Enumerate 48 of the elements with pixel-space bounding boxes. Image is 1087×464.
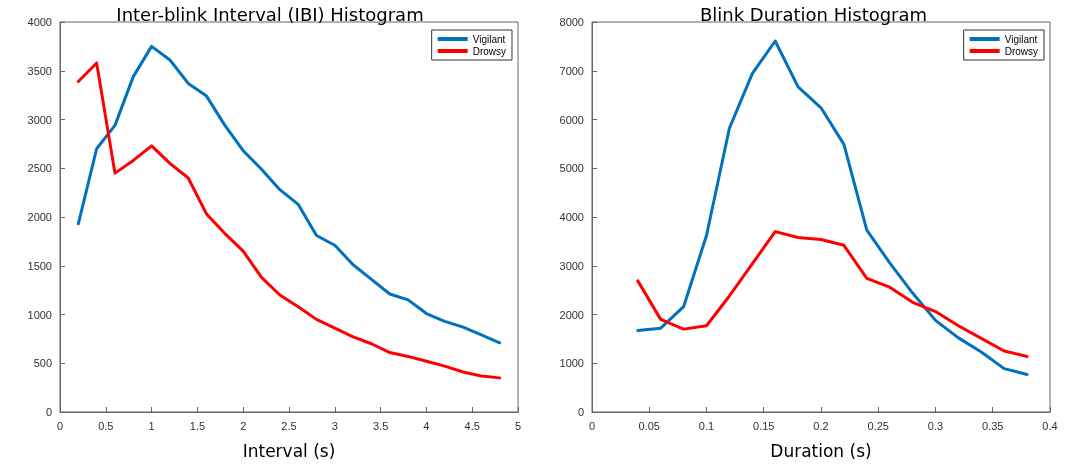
y-tick-label: 1000 (559, 357, 584, 370)
x-tick-label: 4 (423, 419, 430, 432)
x-tick-label: 0.05 (638, 419, 660, 432)
y-tick-label: 6000 (559, 113, 584, 126)
x-tick-label: 0.2 (813, 419, 829, 432)
legend-label: Drowsy (1004, 45, 1039, 57)
x-tick-label: 0.35 (982, 419, 1004, 432)
legend-label: Drowsy (472, 45, 507, 57)
x-tick-label: 1.5 (189, 419, 206, 432)
y-tick-label: 2000 (559, 308, 584, 321)
y-tick-label: 2500 (27, 162, 52, 175)
y-tick-label: 2000 (27, 211, 52, 223)
x-tick-label: 0 (56, 419, 64, 432)
y-tick-label: 4000 (27, 16, 52, 28)
x-tick-label: 0.25 (867, 419, 889, 432)
x-tick-label: 2.5 (281, 419, 297, 432)
y-tick-label: 3000 (559, 259, 584, 272)
x-tick-label: 2 (240, 419, 247, 432)
x-tick-label: 5 (514, 419, 522, 432)
x-tick-label: 0.5 (98, 419, 114, 432)
y-tick-label: 3000 (27, 113, 52, 126)
y-tick-label: 1500 (27, 259, 52, 272)
legend-label: Vigilant (1004, 33, 1038, 45)
chart-title: Blink Duration Histogram (699, 3, 928, 25)
y-tick-label: 0 (45, 406, 52, 418)
line-series (636, 230, 1029, 358)
y-tick-label: 5000 (559, 162, 584, 175)
x-tick-label: 1 (148, 419, 155, 432)
y-tick-label: 4000 (559, 211, 584, 223)
x-tick-label: 3.5 (372, 419, 389, 432)
x-tick-label: 0.4 (1042, 419, 1058, 432)
x-tick-label: 0 (588, 419, 596, 432)
x-tick-label: 0.15 (753, 419, 775, 432)
line-series (76, 61, 502, 380)
y-tick-label: 3500 (27, 64, 52, 77)
y-tick-label: 0 (577, 406, 584, 418)
y-tick-label: 7000 (559, 64, 584, 77)
y-tick-label: 1000 (27, 308, 52, 321)
legend-label: Vigilant (472, 33, 506, 45)
x-axis-title: Duration (s) (770, 440, 872, 461)
x-tick-label: 0.1 (698, 419, 715, 432)
x-tick-label: 3 (331, 419, 338, 432)
y-tick-label: 500 (33, 357, 52, 370)
x-axis-title: Interval (s) (242, 440, 336, 461)
chart-title: Inter-blink Interval (IBI) Histogram (116, 3, 424, 25)
x-tick-label: 4.5 (464, 419, 480, 432)
x-tick-label: 0.3 (927, 419, 944, 432)
y-tick-label: 8000 (559, 16, 584, 28)
